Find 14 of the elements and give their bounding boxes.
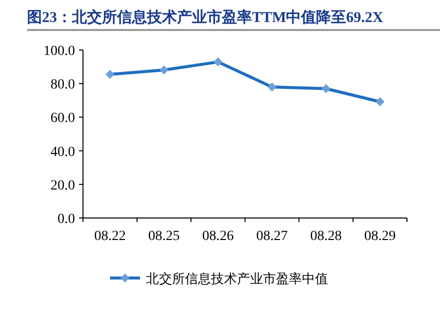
x-tick-label: 08.22 [94,229,126,244]
y-tick-label: 20.0 [50,178,75,194]
legend-label: 北交所信息技术产业市盈率中值 [146,271,328,286]
y-tick-label: 40.0 [50,144,75,160]
x-tick-label: 08.29 [364,229,396,244]
x-tick-label: 08.28 [310,229,342,244]
y-tick-label: 60.0 [50,111,75,126]
chart-title: 图23：北交所信息技术产业市盈率TTM中值降至69.2X [27,8,384,26]
y-tick-label: 100.0 [44,44,75,59]
y-tick-label: 0.0 [58,212,75,227]
y-tick-label: 80.0 [50,78,75,93]
x-tick-label: 08.25 [148,229,180,244]
x-tick-label: 08.27 [256,229,288,244]
x-tick-label: 08.26 [202,229,234,244]
